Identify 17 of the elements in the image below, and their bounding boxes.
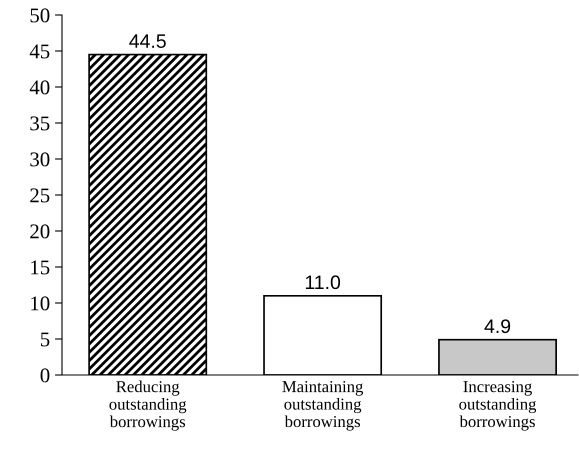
y-tick-label: 5 <box>40 332 50 346</box>
y-tick-label: 30 <box>30 152 50 166</box>
data-label: 44.5 <box>129 34 166 48</box>
y-tick-label: 50 <box>30 8 50 22</box>
y-tick-label: 20 <box>30 224 50 238</box>
y-tick-label: 25 <box>30 188 50 202</box>
x-tick-label: Increasing outstanding borrowings <box>459 381 536 431</box>
x-tick-label: Reducing outstanding borrowings <box>109 380 186 431</box>
x-tick-label: Maintaining outstanding borrowings <box>282 381 364 431</box>
data-label: 11.0 <box>306 275 340 290</box>
y-tick-label: 40 <box>30 80 50 94</box>
y-tick-label: 10 <box>31 296 50 310</box>
y-tick-label: 45 <box>30 44 50 58</box>
y-tick-label: 0 <box>40 368 50 382</box>
data-label: 4.9 <box>484 319 510 334</box>
y-tick-label: 35 <box>30 116 50 130</box>
y-tick-label: 15 <box>31 260 50 274</box>
